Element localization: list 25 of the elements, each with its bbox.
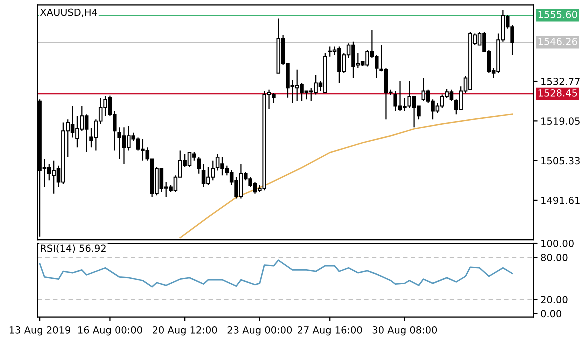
x-tick-label: 27 Aug 16:00 <box>298 326 362 336</box>
x-tick-label: 16 Aug 00:00 <box>78 326 142 336</box>
ref-line-label: 1555.60 <box>538 11 578 18</box>
line-series <box>180 114 514 239</box>
candlestick <box>374 54 379 79</box>
x-tick-label: 23 Aug 00:00 <box>228 326 292 336</box>
candlestick <box>197 156 201 174</box>
y-tick-label: 1491.61 <box>542 196 580 204</box>
ref-line-label: 1528.45 <box>538 89 578 97</box>
y-tick-label: 1519.05 <box>542 118 580 126</box>
y-tick-label: 100.00 <box>542 240 574 248</box>
candlestick <box>422 78 426 102</box>
y-tick-label: 0.00 <box>541 310 562 318</box>
x-tick-label: 30 Aug 08:00 <box>372 326 438 336</box>
x-tick-label: 20 Aug 12:00 <box>153 326 218 336</box>
candlestick <box>84 114 89 154</box>
y-tick-label: 20.00 <box>541 296 568 304</box>
line-series <box>39 260 514 288</box>
ref-line-label: 1546.26 <box>538 38 578 46</box>
y-tick-label: 1505.33 <box>542 157 580 165</box>
x-tick-label: 13 Aug 2019 <box>10 326 70 336</box>
y-tick-label: 80.00 <box>541 254 568 262</box>
chart-title: XAUUSD,H4 <box>40 8 98 18</box>
y-tick-label: 1532.77 <box>542 78 580 86</box>
chart-title: RSI(14) 56.92 <box>41 244 106 254</box>
